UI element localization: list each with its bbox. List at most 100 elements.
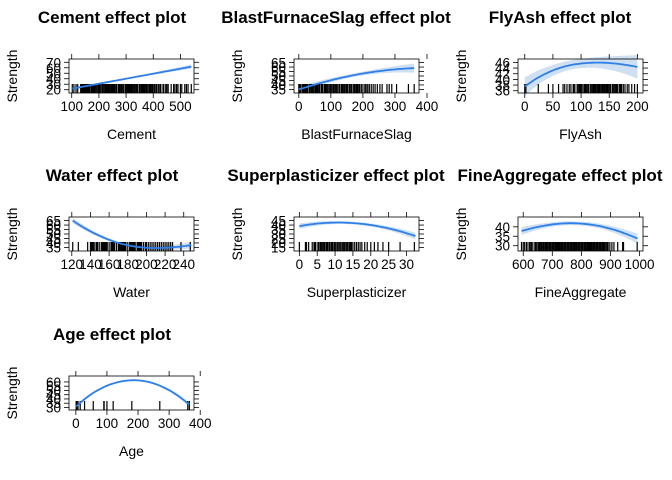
y-tick-label: 46 [495, 55, 510, 70]
fitted-line [299, 221, 416, 237]
x-tick-label: 20 [363, 257, 378, 272]
y-tick-label: 20 [271, 236, 286, 251]
y-axis-label: Strength [4, 50, 20, 103]
x-tick-label: 100 [96, 416, 119, 431]
y-axis-label: Strength [453, 50, 469, 103]
y-tick-label: 40 [46, 392, 61, 407]
y-tick-label: 45 [271, 214, 286, 229]
effect-plot-1: Cement effect plot 100 200 300 400 500 2030405… [4, 8, 199, 142]
plot-title: FineAggregate effect plot [458, 166, 663, 185]
y-tick-label: 30 [46, 400, 61, 415]
effect-plot-3: FlyAsh effect plot 0 50 100 150 200 3638404244… [453, 8, 649, 142]
y-tick-label: 42 [495, 67, 510, 82]
plot-title: Cement effect plot [38, 8, 187, 27]
x-axis-label: Age [119, 443, 144, 459]
x-tick-label: 300 [158, 416, 181, 431]
y-tick-label: 30 [46, 77, 61, 92]
x-tick-label: 300 [115, 99, 138, 114]
y-tick-label: 35 [46, 240, 61, 255]
x-tick-label: 220 [154, 257, 177, 272]
y-tick-label: 50 [46, 227, 61, 242]
x-tick-label: 400 [142, 99, 165, 114]
y-tick-label: 45 [46, 388, 61, 403]
x-tick-label: 700 [541, 257, 564, 272]
y-axis-label: Strength [229, 208, 245, 261]
y-tick-label: 55 [46, 379, 61, 394]
fitted-line [298, 67, 415, 91]
x-tick-label: 900 [599, 257, 622, 272]
effect-plot-6: FineAggregate effect plot 600 700 800 900 100… [453, 166, 663, 300]
panel-frame [517, 58, 644, 94]
y-tick-label: 44 [495, 61, 511, 76]
confidence-band [521, 221, 638, 244]
plot-title: FlyAsh effect plot [489, 8, 632, 27]
y-tick-label: 30 [495, 239, 510, 254]
panel-frame [68, 58, 195, 94]
y-tick-label: 38 [495, 78, 510, 93]
x-tick-label: 10 [328, 257, 343, 272]
y-axis-label: Strength [453, 208, 469, 261]
x-tick-label: 160 [98, 257, 121, 272]
y-tick-label: 40 [46, 236, 61, 251]
y-tick-label: 65 [46, 214, 61, 229]
y-tick-label: 50 [46, 383, 61, 398]
y-tick-label: 35 [46, 396, 61, 411]
effect-plot-2: BlastFurnaceSlag effect plot 0 100 200 300 40… [221, 8, 451, 142]
panel-frame [68, 375, 195, 411]
fitted-line [72, 219, 192, 249]
x-tick-label: 100 [570, 99, 593, 114]
confidence-band [299, 221, 416, 240]
y-tick-label: 45 [271, 73, 286, 88]
y-tick-label: 40 [495, 72, 510, 87]
y-tick-label: 45 [46, 231, 61, 246]
x-tick-label: 300 [384, 99, 407, 114]
x-axis-label: FineAggregate [535, 284, 627, 300]
x-tick-label: 25 [381, 257, 396, 272]
x-tick-label: 15 [345, 257, 360, 272]
y-tick-label: 50 [271, 69, 286, 84]
x-tick-label: 140 [79, 257, 102, 272]
x-tick-label: 30 [399, 257, 414, 272]
x-axis-label: BlastFurnaceSlag [301, 126, 412, 142]
x-tick-label: 100 [60, 99, 83, 114]
x-tick-label: 240 [172, 257, 195, 272]
y-tick-label: 40 [271, 78, 286, 93]
x-tick-label: 600 [512, 257, 535, 272]
x-tick-label: 400 [189, 416, 212, 431]
fitted-line [524, 61, 638, 88]
y-tick-label: 70 [46, 55, 61, 70]
x-tick-label: 1000 [624, 257, 654, 272]
y-axis-label: Strength [4, 367, 20, 420]
y-tick-label: 40 [495, 220, 510, 235]
y-tick-label: 30 [271, 227, 286, 242]
y-tick-label: 65 [271, 56, 286, 71]
y-tick-label: 60 [271, 60, 286, 75]
fitted-line [75, 379, 190, 408]
x-tick-label: 200 [127, 416, 150, 431]
y-axis-label: Strength [4, 208, 20, 261]
fitted-line [72, 65, 192, 90]
y-tick-label: 35 [271, 82, 286, 97]
x-tick-label: 200 [352, 99, 375, 114]
confidence-band [524, 55, 638, 96]
x-tick-label: 120 [61, 257, 84, 272]
x-tick-label: 150 [598, 99, 621, 114]
x-axis-label: FlyAsh [559, 126, 602, 142]
y-tick-label: 60 [46, 218, 61, 233]
plot-title: Water effect plot [46, 166, 179, 185]
x-tick-label: 0 [295, 99, 303, 114]
x-axis-label: Water [113, 284, 150, 300]
x-tick-label: 400 [416, 99, 439, 114]
plot-title: Age effect plot [53, 325, 171, 344]
y-tick-label: 55 [46, 223, 61, 238]
effect-plot-7: Age effect plot 0 100 200 300 400 303540455055… [4, 325, 211, 459]
x-tick-label: 0 [521, 99, 529, 114]
y-tick-label: 40 [46, 72, 61, 87]
x-tick-label: 180 [117, 257, 140, 272]
y-tick-label: 50 [46, 66, 61, 81]
x-tick-label: 800 [570, 257, 593, 272]
y-tick-label: 20 [46, 83, 61, 98]
x-axis-label: Superplasticizer [307, 284, 407, 300]
